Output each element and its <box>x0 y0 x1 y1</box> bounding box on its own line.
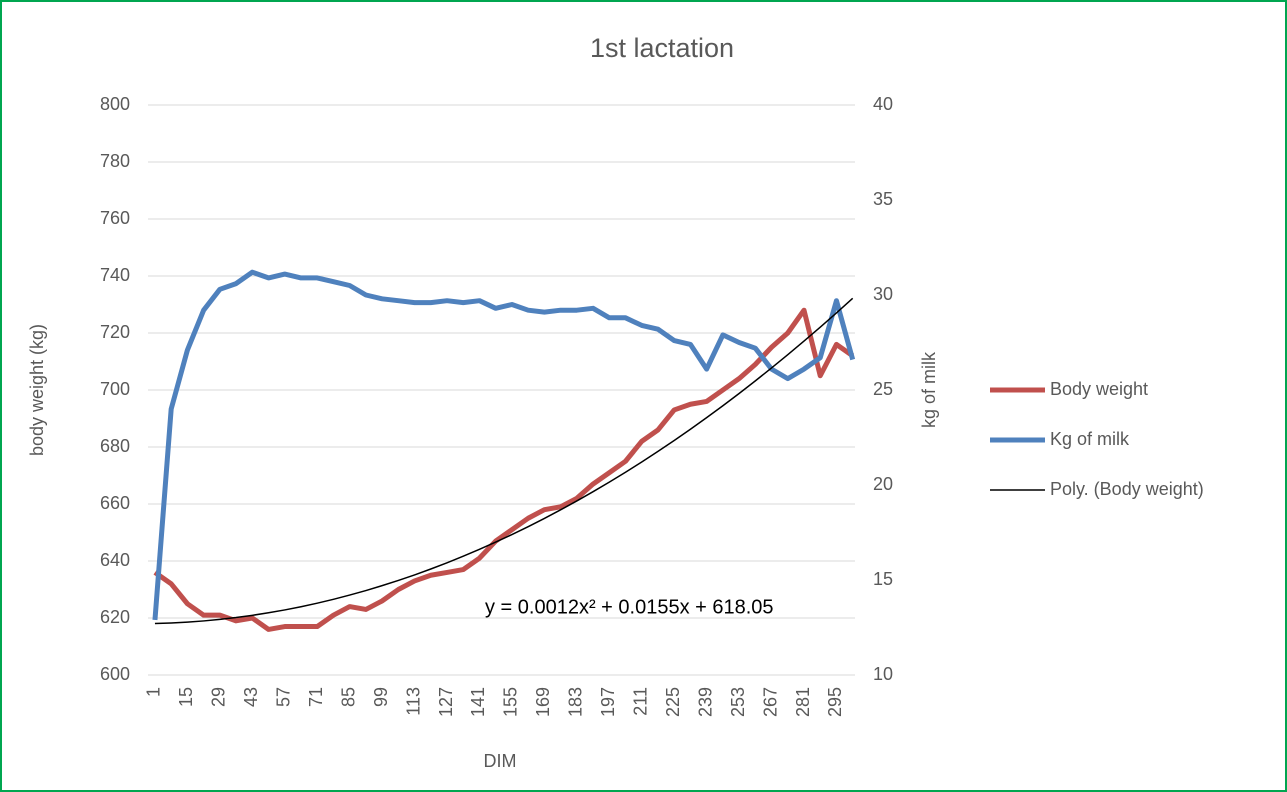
x-tick-label: 113 <box>403 687 423 716</box>
x-tick-label: 1 <box>144 687 164 697</box>
y-tick-label: 760 <box>100 208 130 228</box>
y-tick-label: 800 <box>100 94 130 114</box>
x-tick-label: 57 <box>274 687 294 707</box>
x-tick-label: 225 <box>663 687 683 717</box>
y-tick-label: 740 <box>100 265 130 285</box>
x-tick-label: 281 <box>793 687 813 717</box>
x-tick-label: 43 <box>241 687 261 707</box>
x-tick-label: 295 <box>825 687 845 717</box>
x-tick-label: 169 <box>533 687 553 717</box>
y-tick-label: 720 <box>100 322 130 342</box>
x-tick-label: 197 <box>598 687 618 717</box>
y2-tick-label: 20 <box>873 474 893 494</box>
y2-tick-label: 30 <box>873 284 893 304</box>
chart-title: 1st lactation <box>590 33 734 63</box>
y2-axis-label: kg of milk <box>919 351 939 428</box>
y-tick-label: 600 <box>100 664 130 684</box>
y-tick-label: 700 <box>100 379 130 399</box>
x-tick-label: 29 <box>209 687 229 707</box>
y-tick-label: 620 <box>100 607 130 627</box>
x-tick-label: 155 <box>501 687 521 717</box>
x-tick-label: 71 <box>306 687 326 707</box>
x-tick-label: 127 <box>436 687 456 717</box>
x-tick-label: 183 <box>566 687 586 717</box>
series-line <box>153 307 855 632</box>
x-tick-label: 211 <box>630 687 650 716</box>
y2-tick-label: 15 <box>873 569 893 589</box>
legend-label: Poly. (Body weight) <box>1050 479 1204 499</box>
y2-tick-label: 10 <box>873 664 893 684</box>
y-axis-label: body weight (kg) <box>27 324 47 456</box>
y-tick-label: 640 <box>100 550 130 570</box>
y-tick-label: 680 <box>100 436 130 456</box>
x-tick-label: 15 <box>176 687 196 707</box>
trendline-equation: y = 0.0012x² + 0.0155x + 618.05 <box>485 596 774 618</box>
x-tick-label: 253 <box>728 687 748 717</box>
y2-tick-label: 35 <box>873 189 893 209</box>
y2-tick-label: 40 <box>873 94 893 114</box>
series-line <box>152 269 856 621</box>
x-axis-label: DIM <box>484 751 517 771</box>
x-tick-label: 85 <box>338 687 358 707</box>
trendline <box>154 297 854 625</box>
legend-label: Kg of milk <box>1050 429 1130 449</box>
x-tick-label: 99 <box>371 687 391 707</box>
x-tick-label: 239 <box>695 687 715 717</box>
x-tick-label: 141 <box>468 687 488 717</box>
x-tick-label: 267 <box>760 687 780 717</box>
legend-label: Body weight <box>1050 379 1148 399</box>
y2-tick-label: 25 <box>873 379 893 399</box>
y-tick-label: 660 <box>100 493 130 513</box>
y-tick-label: 780 <box>100 151 130 171</box>
